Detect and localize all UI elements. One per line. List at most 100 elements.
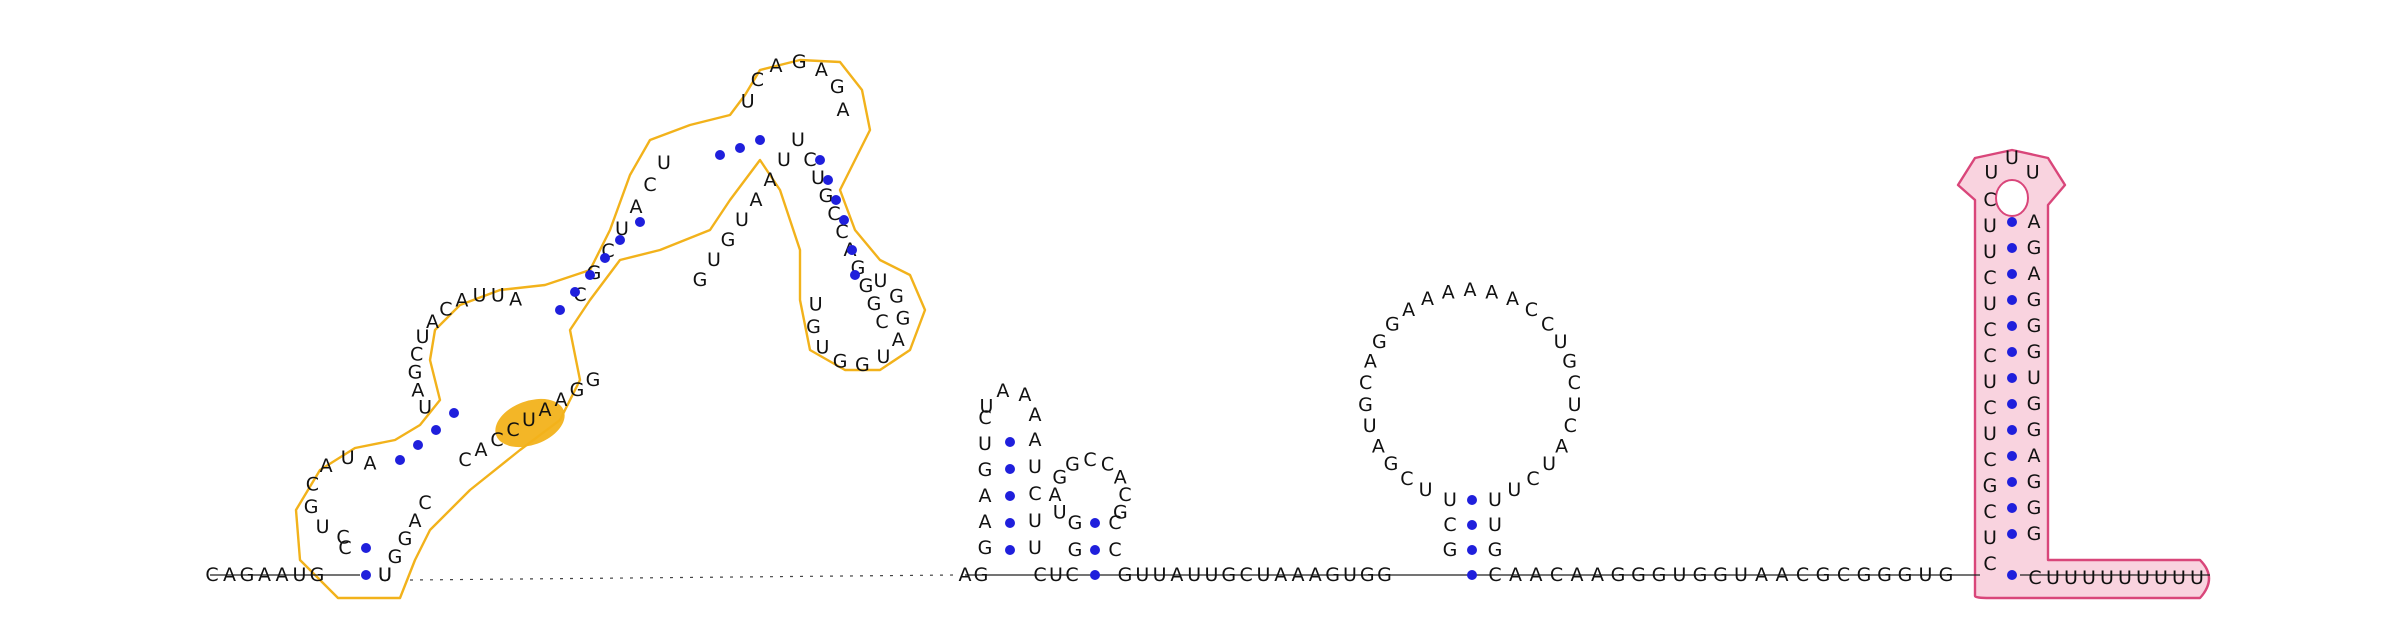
base-pair-dot: [831, 195, 841, 205]
base-pair-dot: [2007, 529, 2017, 539]
mid-nt: U: [1028, 456, 1042, 478]
mid-nt: G: [1372, 331, 1387, 353]
base-pair-dot: [570, 287, 580, 297]
gold-nt: C: [643, 174, 656, 196]
post-linker-nt: A: [1571, 564, 1584, 586]
mid-nt: U: [1542, 453, 1556, 475]
base-pair-dot: [1005, 518, 1015, 528]
mid-nt: C: [1400, 468, 1413, 490]
base-pair-dot: [2007, 347, 2017, 357]
pink-nt: U: [2136, 567, 2150, 589]
base-pair-dot: [823, 175, 833, 185]
post-linker-nt: G: [1693, 564, 1708, 586]
gold-nt: C: [306, 473, 319, 495]
base-pair-dot: [1090, 518, 1100, 528]
base-pair-dot: [2007, 295, 2017, 305]
pink-nt: C: [1983, 501, 1996, 523]
gold-domain-outline: [294, 58, 927, 600]
base-pair-dot: [2007, 243, 2017, 253]
gold-nt: G: [855, 354, 870, 376]
pink-nt: G: [2027, 523, 2042, 545]
base-pair-dot: [2007, 425, 2017, 435]
mid-nt: G: [1385, 313, 1400, 335]
pink-nt: C: [1983, 189, 1996, 211]
base-pair-dot: [2007, 373, 2017, 383]
base-pair-dot: [1467, 520, 1477, 530]
pink-nt: U: [2046, 567, 2060, 589]
post-linker-nt: G: [1877, 564, 1892, 586]
mid-nt: C: [1065, 564, 1078, 586]
mid-linker-nt: A: [1274, 564, 1287, 586]
gold-nt: A: [364, 452, 377, 474]
mid-nt: A: [1464, 279, 1477, 301]
base-pair-dot: [2007, 570, 2017, 580]
gold-nt: G: [896, 307, 911, 329]
mid-linker-nt: U: [1153, 564, 1167, 586]
post-linker-nt: U: [1673, 564, 1687, 586]
mid-nt: C: [1541, 313, 1554, 335]
gold-nt: C: [751, 69, 764, 91]
mid-linker-nt: G: [1377, 564, 1392, 586]
gold-nt: U: [791, 129, 805, 151]
gold-nt: A: [411, 380, 424, 402]
gold-nt: G: [833, 350, 848, 372]
post-linker-nt: C: [1837, 564, 1850, 586]
pink-nt: A: [2028, 263, 2041, 285]
base-pair-dot: [2007, 269, 2017, 279]
gold-nt: U: [815, 337, 829, 359]
mid-nt: U: [1049, 564, 1063, 586]
mid-nt: A: [979, 511, 992, 533]
post-linker-nt: A: [1530, 564, 1543, 586]
gold-nt: U: [378, 564, 392, 586]
mid-nt: A: [1029, 404, 1042, 426]
gold-nt: A: [409, 510, 422, 532]
base-pair-dot: [2007, 451, 2017, 461]
base-pair-dot: [2007, 503, 2017, 513]
post-linker-nt: G: [1652, 564, 1667, 586]
mid-nt: A: [1018, 384, 1031, 406]
gold-nt: A: [455, 289, 468, 311]
mid-nt: C: [1359, 372, 1372, 394]
mid-nt: A: [996, 380, 1009, 402]
gold-nt: C: [338, 537, 351, 559]
mid-nt: G: [1065, 454, 1080, 476]
post-linker-nt: A: [1776, 564, 1789, 586]
mid-nt: C: [1108, 539, 1121, 561]
post-linker-nt: G: [1939, 564, 1954, 586]
gold-nt: G: [792, 51, 807, 73]
mid-nt: U: [1419, 479, 1433, 501]
mid-nt: A: [1402, 299, 1415, 321]
gold-nt: C: [458, 449, 471, 471]
mid-nt: C: [1564, 415, 1577, 437]
base-pair-dot: [2007, 399, 2017, 409]
mid-nt: A: [1114, 467, 1127, 489]
gold-nt: U: [657, 152, 671, 174]
mid-nt: U: [1488, 514, 1502, 536]
pink-nt: G: [2027, 341, 2042, 363]
pink-nt: U: [2190, 567, 2204, 589]
gold-domain-nucleotides: CCUGCAUAUGGACUUAGCUACAUUACACCUAAGGCGCUAC…: [304, 51, 911, 586]
base-pair-dot: [395, 455, 405, 465]
gold-nt: G: [721, 229, 736, 251]
gold-nt: U: [876, 346, 890, 368]
post-linker-nt: G: [1898, 564, 1913, 586]
base-pair-dot: [735, 143, 745, 153]
mid-linker-nt: U: [1256, 564, 1270, 586]
post-linker-nt: C: [1488, 564, 1501, 586]
base-pair-dot: [1005, 491, 1015, 501]
mid-nt: A: [1421, 288, 1434, 310]
pink-nt: G: [2027, 315, 2042, 337]
mid-nt: U: [1363, 415, 1377, 437]
pink-nt: G: [2027, 393, 2042, 415]
post-linker-nt: C: [1550, 564, 1563, 586]
mid-nt: C: [1028, 483, 1041, 505]
pink-nt: U: [2027, 367, 2041, 389]
gold-nt: G: [806, 316, 821, 338]
gold-nt: U: [809, 294, 823, 316]
gold-nt: G: [398, 528, 413, 550]
mid-nt: G: [1052, 467, 1067, 489]
mid-nt: C: [1083, 449, 1096, 471]
mid-nt: A: [959, 564, 972, 586]
